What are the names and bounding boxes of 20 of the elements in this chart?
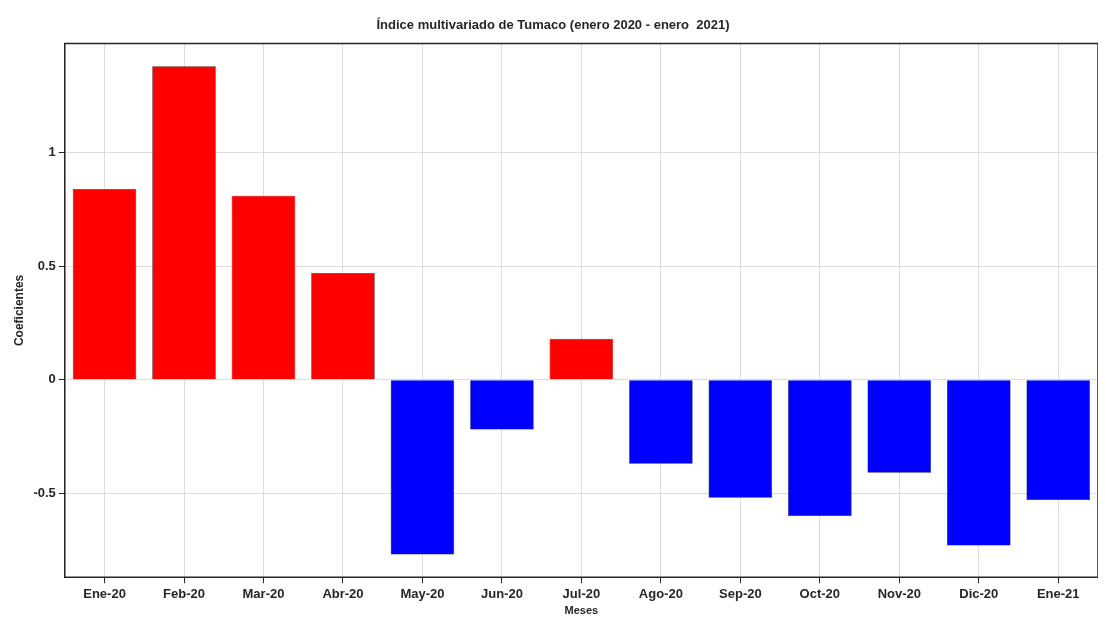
x-tick-label: Ago-20: [638, 585, 683, 601]
x-tick-label: May-20: [400, 585, 445, 601]
x-tick-label: Ene-21: [1036, 585, 1080, 601]
y-axis-title: Coeficientes: [11, 274, 26, 347]
y-tick-label: 0.5: [37, 257, 56, 273]
x-tick-label: Feb-20: [163, 585, 205, 601]
x-tick-label: Dic-20: [959, 585, 999, 601]
y-tick-label: -0.5: [33, 484, 56, 500]
x-tick-label: Mar-20: [242, 585, 285, 601]
y-tick-label: 0: [48, 371, 56, 387]
chart-title: Índice multivariado de Tumaco (enero 2020 - enero 2021): [376, 17, 730, 33]
x-tick-label: Oct-20: [799, 585, 841, 601]
x-tick-label: Jun-20: [480, 585, 523, 601]
x-tick-label: Jul-20: [562, 585, 601, 601]
x-tick-label: Ene-20: [83, 585, 126, 601]
x-tick-label: Abr-20: [322, 585, 364, 601]
x-tick-label: Nov-20: [877, 585, 921, 601]
x-tick-label: Sep-20: [719, 585, 762, 601]
x-axis-title: Meses: [564, 604, 599, 617]
y-tick-label: 1: [48, 144, 56, 160]
